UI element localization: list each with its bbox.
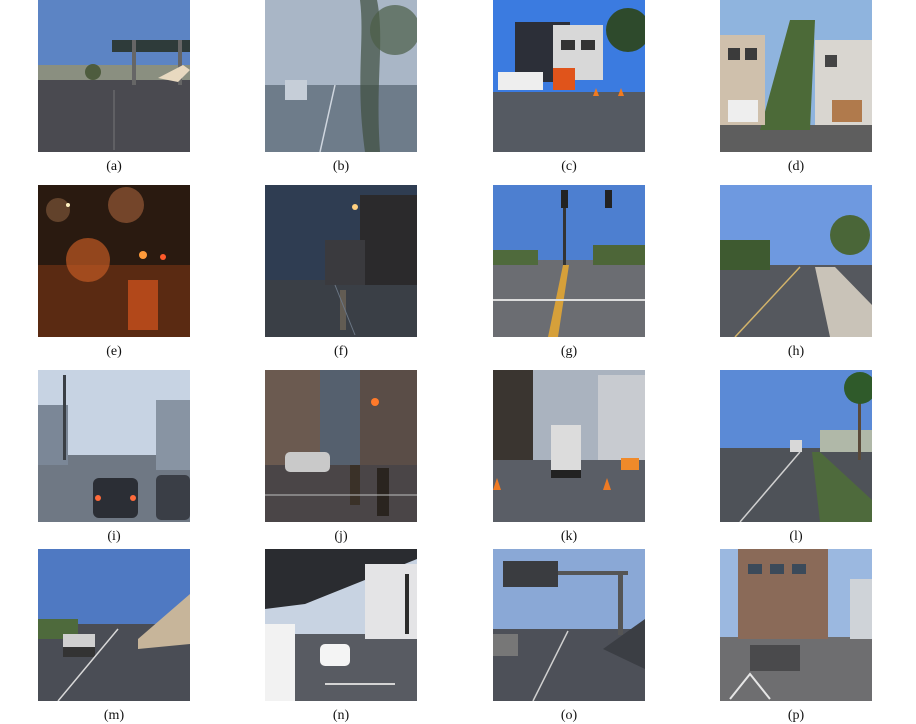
panel-n-caption: (n) bbox=[332, 708, 350, 723]
panel-e-image bbox=[38, 185, 190, 337]
panel-k-image bbox=[493, 370, 645, 522]
panel-d: (d) bbox=[720, 0, 872, 174]
panel-f-image bbox=[265, 185, 417, 337]
panel-p-caption: (p) bbox=[787, 708, 805, 723]
panel-d-image bbox=[720, 0, 872, 152]
panel-e: (e) bbox=[38, 185, 190, 359]
panel-k-caption: (k) bbox=[560, 529, 578, 544]
panel-j: (j) bbox=[265, 370, 417, 544]
panel-d-caption: (d) bbox=[787, 159, 805, 174]
panel-h-caption: (h) bbox=[787, 344, 805, 359]
panel-i-caption: (i) bbox=[107, 529, 121, 544]
panel-a-image bbox=[38, 0, 190, 152]
panel-e-caption: (e) bbox=[106, 344, 122, 359]
panel-b-image bbox=[265, 0, 417, 152]
panel-m-caption: (m) bbox=[103, 708, 125, 723]
panel-f: (f) bbox=[265, 185, 417, 359]
panel-j-caption: (j) bbox=[334, 529, 348, 544]
panel-p-image bbox=[720, 549, 872, 701]
panel-i: (i) bbox=[38, 370, 190, 544]
panel-l: (l) bbox=[720, 370, 872, 544]
panel-c: (c) bbox=[493, 0, 645, 174]
panel-a-caption: (a) bbox=[106, 159, 122, 174]
panel-m-image bbox=[38, 549, 190, 701]
panel-n: (n) bbox=[265, 549, 417, 723]
panel-h-image bbox=[720, 185, 872, 337]
panel-f-caption: (f) bbox=[334, 344, 348, 359]
panel-b-caption: (b) bbox=[332, 159, 350, 174]
panel-i-image bbox=[38, 370, 190, 522]
panel-m: (m) bbox=[38, 549, 190, 723]
panel-j-image bbox=[265, 370, 417, 522]
panel-p: (p) bbox=[720, 549, 872, 723]
panel-k: (k) bbox=[493, 370, 645, 544]
panel-o: (o) bbox=[493, 549, 645, 723]
panel-c-caption: (c) bbox=[561, 159, 577, 174]
panel-o-caption: (o) bbox=[560, 708, 578, 723]
panel-h: (h) bbox=[720, 185, 872, 359]
panel-l-image bbox=[720, 370, 872, 522]
panel-a: (a) bbox=[38, 0, 190, 174]
panel-g: (g) bbox=[493, 185, 645, 359]
panel-l-caption: (l) bbox=[789, 529, 803, 544]
panel-b: (b) bbox=[265, 0, 417, 174]
panel-g-caption: (g) bbox=[560, 344, 578, 359]
panel-o-image bbox=[493, 549, 645, 701]
panel-g-image bbox=[493, 185, 645, 337]
panel-c-image bbox=[493, 0, 645, 152]
panel-n-image bbox=[265, 549, 417, 701]
